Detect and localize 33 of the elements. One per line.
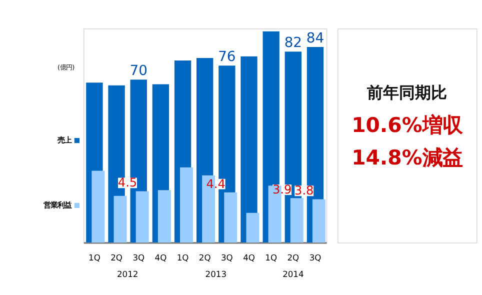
bar [312,199,326,243]
x-tick-label: 3Q [309,252,322,263]
x-tick-label: 4Q [243,252,256,263]
x-tick-label: 1Q [88,252,101,263]
x-tick-label: 4Q [154,252,168,263]
x-tick-label: 2Q [287,252,300,263]
x-tick-label: 1Q [176,252,190,263]
x-tick-label: 3Q [221,252,234,263]
text: 10.6%増収 [352,113,464,138]
text: 2012 [116,268,138,279]
data-label: 4.5 [118,176,138,190]
x-tick-label: 1Q [265,252,278,263]
text: 2014 [282,268,304,279]
data-label: 4.4 [206,176,226,191]
data-label: 76 [218,48,236,65]
legend-label: 売上 [56,135,72,144]
data-label: 84 [306,30,324,46]
x-tick-label: 2Q [110,252,123,263]
text: 14.8%減益 [352,146,462,170]
bar [136,191,149,243]
bar [246,212,260,243]
text: 前年同期比 [366,82,447,102]
data-label: 70 [130,62,148,79]
bar [224,192,238,243]
bar [290,198,304,243]
text: 2013 [205,268,226,279]
data-label: 82 [284,35,302,52]
data-label: 3.8 [294,184,314,198]
x-tick-label: 2Q [198,252,212,263]
x-tick-label: 3Q [132,252,145,263]
legend-label: 営業利益 [43,200,72,210]
bar [114,196,127,243]
data-label: 3.9 [272,182,292,196]
